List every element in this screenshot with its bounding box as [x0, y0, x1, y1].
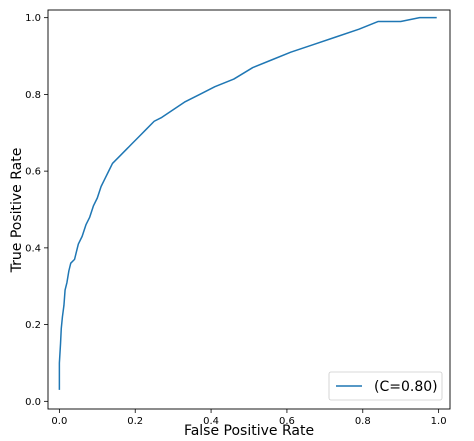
x-tick-label: 0.4 [203, 416, 219, 427]
roc-curve-line [58, 16, 437, 390]
y-tick-label: 0.4 [25, 243, 41, 254]
x-tick-label: 0.2 [127, 416, 143, 427]
x-tick-label: 0.0 [51, 416, 67, 427]
x-tick-label: 0.6 [279, 416, 295, 427]
plot-frame [47, 9, 451, 410]
y-tick-label: 0.0 [25, 397, 41, 408]
x-tick-label: 0.8 [355, 416, 371, 427]
y-tick-label: 0.6 [25, 167, 41, 178]
plot-area [58, 16, 437, 390]
x-axis-title: False Positive Rate [184, 423, 314, 439]
legend-box [328, 371, 443, 401]
y-tick-label: 0.8 [25, 90, 41, 101]
y-tick-label: 1.0 [25, 13, 41, 24]
x-tick-label: 1.0 [431, 416, 447, 427]
legend: (C=0.80) [328, 371, 443, 401]
tick-layer: 0.0 0.2 0.4 0.6 0.8 1.0 0.0 0.2 0.4 0.6 0.8 1.0 [25, 13, 446, 427]
y-tick-label: 0.2 [25, 320, 41, 331]
legend-label: (C=0.80) [374, 379, 438, 395]
y-axis-title: True Positive Rate [9, 148, 25, 274]
